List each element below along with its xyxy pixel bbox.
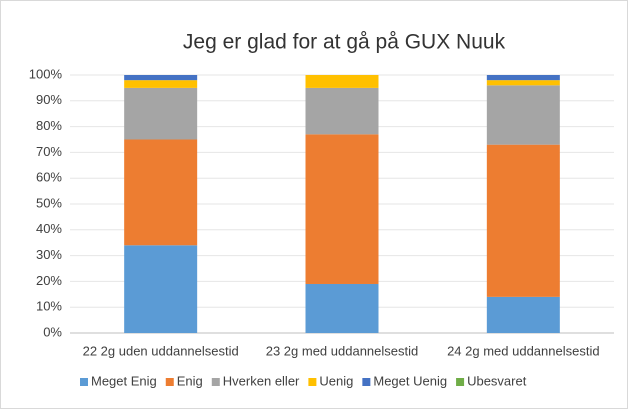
legend-label: Enig	[177, 373, 203, 388]
legend-swatch	[362, 378, 371, 386]
bar-segment	[305, 134, 379, 284]
bar-segment	[124, 139, 198, 246]
bar-segment	[305, 87, 379, 135]
y-tick-label: 90%	[36, 92, 62, 107]
y-tick-label: 70%	[36, 144, 62, 159]
bar-segment	[486, 144, 560, 297]
legend-label: Meget Uenig	[373, 373, 447, 388]
y-tick-label: 80%	[36, 118, 62, 133]
legend-swatch	[165, 378, 174, 386]
legend-label: Meget Enig	[91, 373, 157, 388]
legend-label: Ubesvaret	[467, 373, 527, 388]
bar-segment	[124, 75, 198, 81]
x-tick-label: 23 2g med uddannelsestid	[266, 343, 419, 358]
legend-swatch	[456, 378, 465, 386]
y-tick-label: 100%	[29, 66, 63, 81]
bar-segment	[486, 75, 560, 81]
bar-segment	[124, 245, 198, 333]
legend-swatch	[80, 378, 88, 386]
bar-segment	[486, 296, 560, 333]
bar-segment	[124, 80, 198, 88]
bar-segment	[305, 283, 379, 333]
y-tick-label: 60%	[36, 170, 62, 185]
legend-label: Uenig	[319, 373, 353, 388]
y-tick-label: 50%	[36, 195, 62, 210]
bar-segment	[486, 85, 560, 145]
x-tick-label: 24 2g med uddannelsestid	[447, 343, 600, 358]
y-tick-label: 30%	[36, 247, 62, 262]
y-tick-label: 0%	[43, 324, 62, 339]
legend-swatch	[308, 378, 317, 386]
bar-segment	[305, 75, 379, 88]
y-tick-label: 10%	[36, 299, 62, 314]
legend-label: Hverken eller	[223, 373, 300, 388]
legend-swatch	[211, 378, 220, 386]
bar-segment	[124, 87, 198, 140]
bar-segment	[486, 80, 560, 86]
chart-title: Jeg er glad for at gå på GUX Nuuk	[183, 31, 506, 54]
x-tick-label: 22 2g uden uddannelsestid	[83, 343, 239, 358]
y-tick-label: 40%	[36, 221, 62, 236]
y-tick-label: 20%	[36, 273, 62, 288]
